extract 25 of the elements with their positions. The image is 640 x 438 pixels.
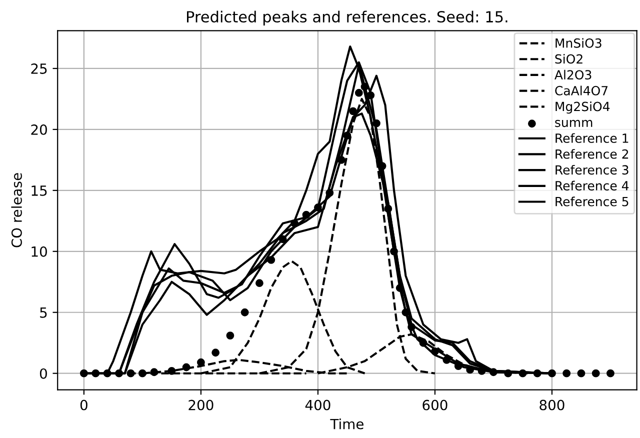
legend-label: Reference 5 xyxy=(556,196,628,206)
legend-label: SiO2 xyxy=(555,54,582,64)
y-tick-label: 5 xyxy=(40,308,47,318)
legend-label: summ xyxy=(555,120,592,128)
legend-label: Reference 3 xyxy=(556,164,628,175)
legend-label: Al2O3 xyxy=(554,70,592,80)
y-tick-label: 10 xyxy=(32,246,47,257)
x-tick-label: 600 xyxy=(422,400,448,410)
y-axis-title: CO release xyxy=(11,173,22,248)
x-tick-label: 0 xyxy=(80,400,88,410)
y-tick-label: 0 xyxy=(40,368,47,379)
x-tick-label: 800 xyxy=(540,400,564,410)
legend-label: CaAl4O7 xyxy=(555,86,608,96)
legend-label: MnSiO3 xyxy=(556,38,602,48)
legend-label: Mg2SiO4 xyxy=(556,102,610,114)
y-tick-label: 25 xyxy=(31,63,47,74)
x-tick-label: 400 xyxy=(305,400,330,410)
x-tick-label: 200 xyxy=(188,400,214,410)
y-tick-label: 20 xyxy=(31,124,47,135)
chart-title: Predicted peaks and references. Seed: 15. xyxy=(187,10,508,26)
y-tick-label: 15 xyxy=(32,186,47,196)
legend-label: Reference 4 xyxy=(556,180,629,190)
legend-label: Reference 2 xyxy=(556,149,628,159)
x-axis-title: Time xyxy=(330,418,364,430)
legend-label: Reference 1 xyxy=(556,133,628,143)
